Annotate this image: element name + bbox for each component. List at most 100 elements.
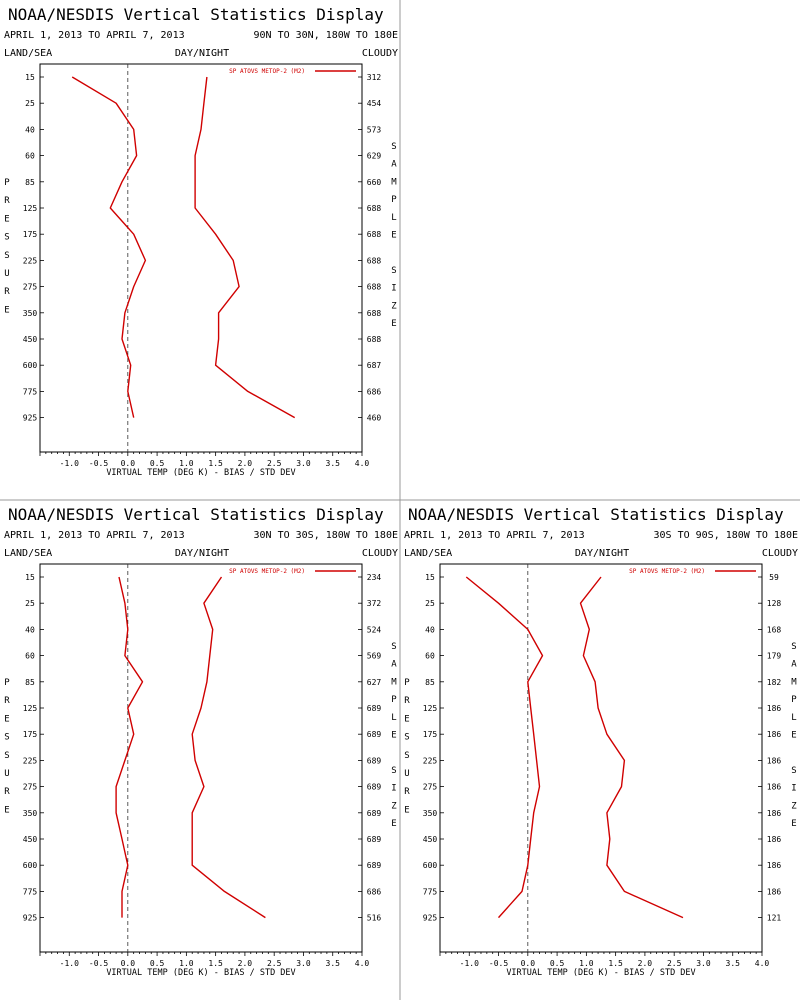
x-tick-label: -0.5 (89, 959, 108, 968)
x-tick-label: 3.0 (296, 959, 311, 968)
sample-size-label: 186 (767, 809, 782, 818)
pressure-level-label: 775 (23, 387, 38, 396)
sample-size-label: 312 (367, 73, 382, 82)
x-tick-label: 4.0 (755, 959, 770, 968)
pressure-level-label: 450 (423, 835, 438, 844)
header-land-sea: LAND/SEA (4, 48, 52, 59)
header-land-sea: LAND/SEA (404, 548, 452, 559)
sample-size-label: 688 (367, 256, 382, 265)
pressure-level-label: 40 (25, 625, 35, 634)
pressure-level-label: 25 (25, 599, 35, 608)
sample-size-label: 372 (367, 599, 382, 608)
sample-size-label: 629 (367, 152, 382, 161)
sample-size-label: 454 (367, 99, 382, 108)
x-tick-label: -1.0 (60, 459, 79, 468)
sample-size-label: 168 (767, 625, 782, 634)
x-tick-label: -0.5 (489, 959, 508, 968)
pressure-level-label: 225 (23, 256, 38, 265)
plot-frame (439, 563, 763, 953)
sample-size-label: 234 (367, 573, 382, 582)
sample-size-label: 573 (367, 125, 382, 134)
pressure-level-label: 350 (23, 809, 38, 818)
header-cloudy: CLOUDY (362, 48, 398, 59)
pressure-level-label: 450 (23, 835, 38, 844)
x-axis-label: VIRTUAL TEMP (DEG K) - BIAS / STD DEV (106, 968, 295, 978)
x-tick-label: 2.5 (667, 959, 682, 968)
sample-size-label: 182 (767, 678, 782, 687)
x-tick-label: 0.5 (550, 959, 565, 968)
chart-panel-2: NOAA/NESDIS Vertical Statistics Display A… (4, 505, 398, 978)
plot-frame (39, 563, 363, 953)
pressure-level-label: 225 (23, 756, 38, 765)
pressure-level-label: 25 (25, 99, 35, 108)
x-tick-label: 2.5 (267, 959, 282, 968)
sample-size-label: 627 (367, 678, 382, 687)
sample-size-label: 688 (367, 230, 382, 239)
x-tick-label: 3.0 (296, 459, 311, 468)
x-tick-label: 4.0 (355, 959, 370, 968)
pressure-level-label: 60 (425, 652, 435, 661)
pressure-level-label: 125 (23, 204, 38, 213)
pressure-level-label: 925 (423, 914, 438, 923)
pressure-level-label: 60 (25, 152, 35, 161)
series-line-std-dev (579, 576, 684, 919)
pressure-level-label: 225 (423, 756, 438, 765)
sample-size-label: 687 (367, 361, 382, 370)
chart-panel-3: NOAA/NESDIS Vertical Statistics Display A… (404, 505, 798, 978)
pressure-level-label: 85 (25, 678, 35, 687)
pressure-level-label: 275 (23, 283, 38, 292)
sample-size-label: 569 (367, 652, 382, 661)
chart-panel-1: NOAA/NESDIS Vertical Statistics Display A… (4, 5, 398, 478)
pressure-level-label: 600 (23, 861, 38, 870)
plot-frame (39, 63, 363, 453)
sample-size-label: 688 (367, 335, 382, 344)
series-line-bias (465, 576, 544, 919)
pressure-level-label: 600 (423, 861, 438, 870)
sample-size-label: 186 (767, 835, 782, 844)
x-tick-label: 2.0 (638, 959, 653, 968)
sample-size-label: 686 (367, 887, 382, 896)
region-label: 30S TO 90S, 180W TO 180E (654, 530, 799, 541)
sample-size-label: 460 (367, 414, 382, 423)
sample-size-label: 186 (767, 887, 782, 896)
pressure-level-label: 85 (25, 178, 35, 187)
legend-label: SP ATOVS METOP-2 (M2) (229, 68, 305, 75)
series-line-std-dev (194, 76, 296, 419)
sample-size-label: 179 (767, 652, 782, 661)
header-cloudy: CLOUDY (362, 548, 398, 559)
x-tick-label: 4.0 (355, 459, 370, 468)
sample-size-label: 186 (767, 756, 782, 765)
chart-title: NOAA/NESDIS Vertical Statistics Display (408, 505, 784, 524)
x-tick-label: 1.5 (208, 959, 223, 968)
pressure-level-label: 60 (25, 652, 35, 661)
sample-size-label: 689 (367, 756, 382, 765)
sample-size-label: 516 (367, 914, 382, 923)
sample-size-label: 689 (367, 783, 382, 792)
sample-size-label: 524 (367, 625, 382, 634)
header-day-night: DAY/NIGHT (175, 48, 229, 59)
header-land-sea: LAND/SEA (4, 548, 52, 559)
sample-size-label: 128 (767, 599, 782, 608)
sample-size-label: 186 (767, 704, 782, 713)
pressure-level-label: 925 (23, 914, 38, 923)
legend-label: SP ATOVS METOP-2 (M2) (629, 568, 705, 575)
pressure-level-label: 85 (425, 678, 435, 687)
region-label: 30N TO 30S, 180W TO 180E (254, 530, 399, 541)
series-line-bias (115, 576, 144, 918)
date-range: APRIL 1, 2013 TO APRIL 7, 2013 (404, 530, 585, 541)
series-line-bias (71, 76, 147, 418)
x-tick-label: -1.0 (460, 959, 479, 968)
legend-label: SP ATOVS METOP-2 (M2) (229, 568, 305, 575)
sample-size-label: 186 (767, 783, 782, 792)
date-range: APRIL 1, 2013 TO APRIL 7, 2013 (4, 30, 185, 41)
x-tick-label: -1.0 (60, 959, 79, 968)
x-tick-label: 0.5 (150, 959, 165, 968)
x-tick-label: 3.5 (326, 459, 341, 468)
x-tick-label: -0.5 (89, 459, 108, 468)
